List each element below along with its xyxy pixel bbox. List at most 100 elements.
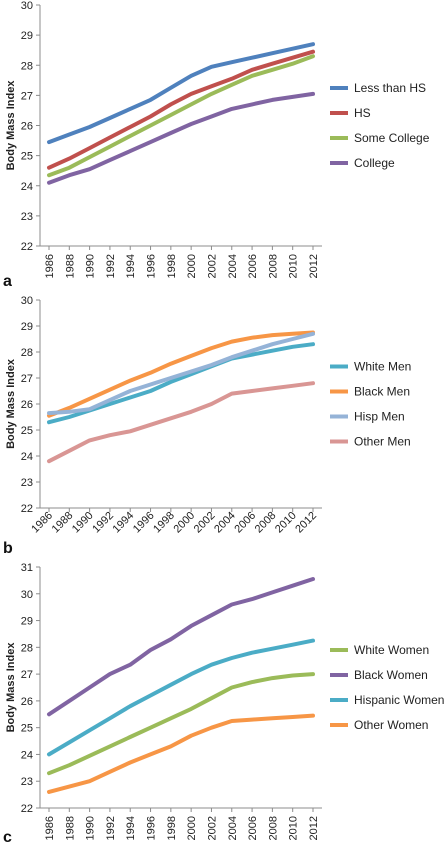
x-tick-label: 2000: [186, 816, 198, 840]
x-tick-label: 1988: [50, 510, 76, 536]
y-tick-label: 30: [21, 0, 33, 12]
legend-label: White Women: [354, 643, 429, 657]
legend-label: HS: [354, 106, 371, 120]
legend-label: College: [354, 156, 395, 170]
x-tick-label: 1986: [44, 816, 56, 840]
x-tick-label: 2002: [206, 254, 218, 278]
x-tick-label: 1990: [70, 510, 96, 536]
y-tick-label: 25: [21, 723, 33, 735]
panel-label: a: [3, 273, 12, 290]
x-tick-label: 2002: [206, 816, 218, 840]
y-axis-title: Body Mass Index: [5, 358, 17, 449]
x-tick-label: 1998: [166, 816, 178, 840]
series-line-3: [47, 713, 315, 794]
x-tick-label: 2004: [212, 510, 238, 536]
x-tick-label: 2006: [232, 510, 258, 536]
x-tick-label: 1990: [85, 254, 97, 278]
x-tick-label: 1994: [125, 254, 137, 278]
x-tick-label: 2008: [267, 816, 279, 840]
y-tick-label: 23: [21, 477, 33, 489]
legend-label: Other Women: [354, 718, 428, 732]
x-tick-label: 1996: [131, 510, 157, 536]
series-line-3: [47, 91, 315, 185]
y-tick-label: 31: [21, 562, 33, 574]
y-tick-label: 25: [21, 151, 33, 163]
x-tick-label: 1994: [125, 816, 137, 840]
y-tick-label: 30: [21, 295, 33, 307]
x-tick-label: 2012: [308, 816, 320, 840]
x-tick-label: 2002: [192, 510, 218, 536]
x-tick-label: 2000: [186, 254, 198, 278]
series-line-1: [47, 330, 315, 418]
y-tick-label: 27: [21, 669, 33, 681]
x-tick-label: 2010: [288, 254, 300, 278]
x-tick-label: 2006: [247, 816, 259, 840]
x-tick-label: 1992: [105, 816, 117, 840]
x-tick-label: 1994: [111, 510, 137, 536]
y-tick-label: 23: [21, 776, 33, 788]
x-tick-label: 2010: [288, 816, 300, 840]
x-tick-label: 1998: [166, 254, 178, 278]
y-tick-label: 24: [21, 451, 33, 463]
y-tick-label: 22: [21, 241, 33, 253]
x-tick-label: 1986: [44, 254, 56, 278]
series-line-3: [47, 381, 315, 464]
y-tick-label: 29: [21, 616, 33, 628]
y-tick-label: 23: [21, 211, 33, 223]
x-tick-label: 1998: [151, 510, 177, 536]
series-line-1: [47, 577, 315, 717]
series-line-2: [47, 638, 315, 757]
y-tick-label: 24: [21, 181, 33, 193]
y-tick-label: 26: [21, 121, 33, 133]
x-tick-label: 2004: [227, 254, 239, 278]
x-tick-label: 1992: [105, 254, 117, 278]
x-tick-label: 1986: [29, 510, 55, 536]
y-tick-label: 26: [21, 399, 33, 411]
y-tick-label: 25: [21, 425, 33, 437]
x-tick-label: 2004: [227, 816, 239, 840]
y-tick-label: 29: [21, 321, 33, 333]
legend-label: White Men: [354, 360, 411, 374]
x-tick-label: 2010: [273, 510, 299, 536]
panel-label: b: [3, 540, 13, 557]
y-tick-label: 28: [21, 60, 33, 72]
y-tick-label: 29: [21, 30, 33, 42]
y-tick-label: 28: [21, 347, 33, 359]
chart-panel-c: 22 23 24 25 26 27 28 29 30 31 1986 1988 1990 1992 1994…: [3, 562, 444, 844]
y-tick-label: 30: [21, 589, 33, 601]
series-line-2: [47, 331, 315, 416]
x-tick-label: 2012: [308, 254, 320, 278]
y-axis-title: Body Mass Index: [5, 642, 17, 733]
legend-label: Black Men: [354, 385, 410, 399]
x-tick-label: 2000: [171, 510, 197, 536]
series-line-1: [47, 49, 315, 170]
x-tick-label: 2008: [267, 254, 279, 278]
y-tick-label: 28: [21, 642, 33, 654]
legend-label: Other Men: [354, 435, 411, 449]
y-tick-label: 22: [21, 803, 33, 815]
legend-label: Some College: [354, 131, 430, 145]
legend-label: Black Women: [354, 668, 428, 682]
y-tick-label: 22: [21, 503, 33, 515]
x-tick-label: 2008: [253, 510, 279, 536]
series-line-2: [47, 54, 315, 178]
x-tick-label: 1996: [146, 254, 158, 278]
series-line-0: [47, 672, 315, 776]
x-tick-label: 2012: [293, 510, 319, 536]
x-tick-label: 1990: [85, 816, 97, 840]
x-tick-label: 1992: [90, 510, 116, 536]
y-tick-label: 26: [21, 696, 33, 708]
series-line-0: [47, 42, 315, 145]
y-tick-label: 27: [21, 373, 33, 385]
chart-panel-a: 22 23 24 25 26 27 28 29 30 1986 1988 1990 1992 1994 19…: [3, 0, 430, 290]
legend-label: Hispanic Women: [354, 693, 444, 707]
y-tick-label: 27: [21, 90, 33, 102]
panel-label: c: [3, 829, 12, 844]
y-tick-label: 24: [21, 749, 33, 761]
chart-panel-b: 2223242526272829301986198819901992199419…: [3, 295, 411, 557]
legend-label: Less than HS: [354, 81, 426, 95]
x-tick-label: 1988: [64, 254, 76, 278]
legend-label: Hisp Men: [354, 410, 405, 424]
x-tick-label: 2006: [247, 254, 259, 278]
